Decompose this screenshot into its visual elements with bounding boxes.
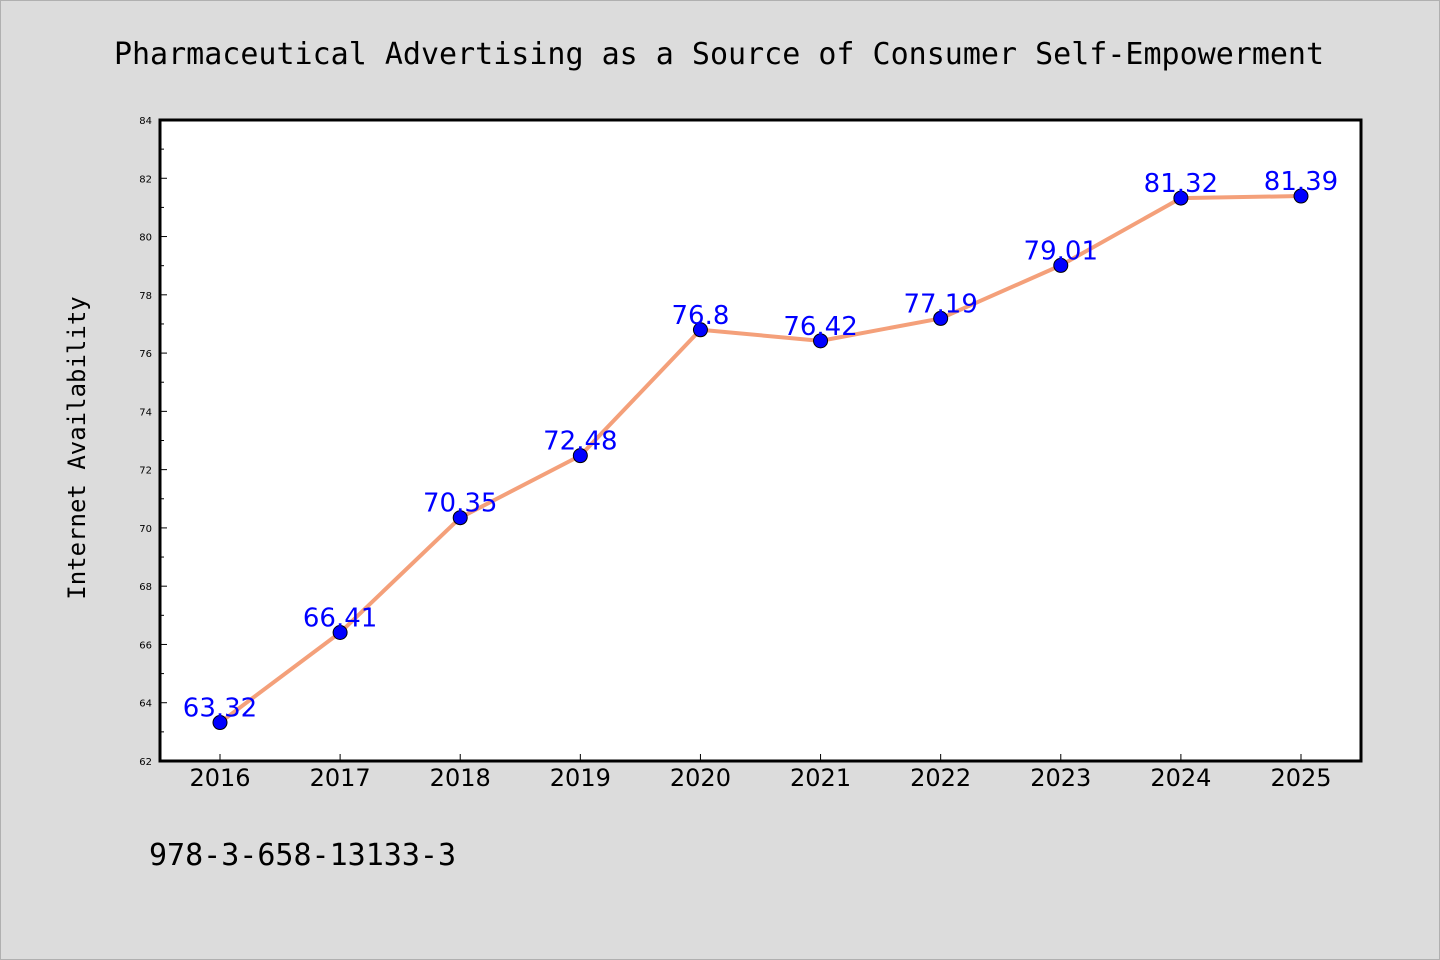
x-tick-label: 2019 bbox=[550, 764, 611, 792]
y-tick-label: 76 bbox=[139, 349, 152, 360]
y-tick-label: 72 bbox=[139, 466, 152, 477]
data-point bbox=[1053, 257, 1069, 273]
footer-code: 978-3-658-13133-3 bbox=[149, 838, 456, 873]
x-tick-label: 2024 bbox=[1150, 764, 1211, 792]
data-label: 76.42 bbox=[783, 312, 857, 342]
data-label: 77.19 bbox=[903, 289, 977, 319]
data-label: 63.32 bbox=[183, 694, 257, 724]
series-line-group bbox=[218, 194, 1303, 725]
y-tick-label: 68 bbox=[139, 582, 152, 593]
y-axis: 62 64 66 68 70 72 74 76 78 80 82 84 bbox=[139, 116, 167, 768]
x-tick-label: 2021 bbox=[790, 764, 851, 792]
data-point bbox=[692, 322, 708, 338]
data-point bbox=[572, 448, 588, 464]
x-tick-label: 2022 bbox=[910, 764, 971, 792]
data-point bbox=[452, 510, 468, 526]
x-tick-label: 2025 bbox=[1270, 764, 1331, 792]
data-point bbox=[813, 333, 829, 349]
y-tick-label: 66 bbox=[139, 640, 152, 651]
data-point bbox=[933, 310, 949, 326]
data-labels: 63.32 66.41 70.35 72.48 76.8 76.42 77.19 79.01 8… bbox=[183, 167, 1338, 723]
y-tick-label: 74 bbox=[139, 407, 152, 418]
series-line bbox=[218, 194, 1303, 725]
x-tick-label: 2023 bbox=[1030, 764, 1091, 792]
x-tick-label: 2017 bbox=[310, 764, 371, 792]
y-tick-label: 70 bbox=[139, 524, 152, 535]
data-points bbox=[212, 188, 1309, 731]
y-tick-label: 78 bbox=[139, 291, 152, 302]
data-label: 81.39 bbox=[1264, 167, 1338, 197]
data-label: 72.48 bbox=[543, 427, 617, 457]
data-label: 66.41 bbox=[303, 604, 377, 634]
y-tick-label: 84 bbox=[139, 116, 152, 127]
y-tick-label: 80 bbox=[139, 233, 152, 244]
data-point bbox=[1173, 190, 1189, 206]
x-tick-label: 2020 bbox=[670, 764, 731, 792]
data-label: 70.35 bbox=[423, 489, 497, 519]
data-label: 79.01 bbox=[1024, 236, 1098, 266]
y-tick-label: 82 bbox=[139, 174, 152, 185]
x-axis: 2016 2017 2018 2019 2020 2021 2022 2023 2024 2025 bbox=[189, 754, 1332, 792]
y-axis-label: Internet Availability bbox=[63, 296, 91, 599]
data-point bbox=[332, 625, 348, 641]
data-label: 76.8 bbox=[671, 301, 729, 331]
chart-title: Pharmaceutical Advertising as a Source o… bbox=[114, 37, 1324, 72]
data-point bbox=[1293, 188, 1309, 204]
plot-area bbox=[158, 118, 1363, 763]
x-tick-label: 2018 bbox=[430, 764, 491, 792]
y-tick-label: 64 bbox=[139, 699, 152, 710]
data-label: 81.32 bbox=[1144, 169, 1218, 199]
data-point bbox=[212, 715, 228, 731]
x-tick-label: 2016 bbox=[189, 764, 250, 792]
y-tick-label: 62 bbox=[139, 757, 152, 768]
